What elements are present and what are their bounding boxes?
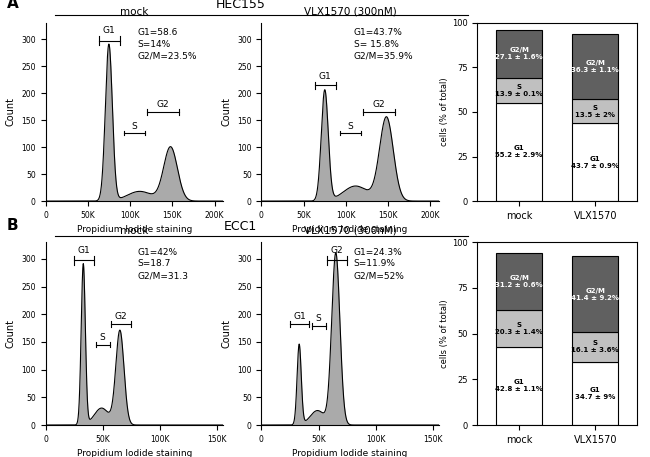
Y-axis label: cells (% of total): cells (% of total) — [440, 299, 449, 368]
Title: VLX1570 (300nM): VLX1570 (300nM) — [304, 226, 396, 236]
Text: G1
34.7 ± 9%: G1 34.7 ± 9% — [575, 387, 616, 400]
Text: G1=58.6
S=14%
G2/M=23.5%: G1=58.6 S=14% G2/M=23.5% — [138, 28, 197, 61]
X-axis label: Propidium Iodide staining: Propidium Iodide staining — [292, 225, 408, 234]
Text: S
16.1 ± 3.6%: S 16.1 ± 3.6% — [571, 340, 619, 353]
Bar — [497, 347, 542, 425]
Text: G1: G1 — [293, 312, 306, 321]
Text: S: S — [316, 314, 322, 323]
Y-axis label: Count: Count — [222, 97, 231, 127]
Text: G2/M
31.2 ± 0.6%: G2/M 31.2 ± 0.6% — [495, 275, 543, 287]
Text: ECC1: ECC1 — [224, 220, 257, 233]
Bar — [573, 99, 618, 123]
X-axis label: Propidium Iodide staining: Propidium Iodide staining — [77, 225, 192, 234]
Text: G1: G1 — [103, 26, 116, 35]
Text: HEC155: HEC155 — [216, 0, 265, 11]
Text: G2/M
27.1 ± 1.6%: G2/M 27.1 ± 1.6% — [495, 47, 543, 60]
Bar — [497, 103, 542, 201]
Bar — [573, 361, 618, 425]
Bar — [573, 256, 618, 332]
X-axis label: Propidium Iodide staining: Propidium Iodide staining — [292, 449, 408, 457]
Title: mock: mock — [120, 226, 148, 236]
Y-axis label: Count: Count — [6, 319, 16, 348]
Text: G2/M
41.4 ± 9.2%: G2/M 41.4 ± 9.2% — [571, 288, 619, 301]
Text: G1
42.8 ± 1.1%: G1 42.8 ± 1.1% — [495, 379, 543, 393]
Text: G1: G1 — [318, 72, 332, 81]
Text: S
13.9 ± 0.1%: S 13.9 ± 0.1% — [495, 84, 543, 97]
Text: G1
43.7 ± 0.9%: G1 43.7 ± 0.9% — [571, 156, 619, 169]
Title: VLX1570 (300nM): VLX1570 (300nM) — [304, 6, 396, 16]
Y-axis label: Count: Count — [6, 97, 16, 127]
Text: S: S — [100, 333, 105, 342]
Text: G2: G2 — [157, 100, 169, 109]
Text: S
13.5 ± 2%: S 13.5 ± 2% — [575, 105, 615, 117]
Text: G1=43.7%
S= 15.8%
G2/M=35.9%: G1=43.7% S= 15.8% G2/M=35.9% — [354, 28, 413, 61]
Text: G2/M
36.3 ± 1.1%: G2/M 36.3 ± 1.1% — [571, 60, 619, 73]
Text: G2: G2 — [115, 312, 127, 321]
Text: G1: G1 — [77, 245, 90, 255]
Text: G2: G2 — [372, 100, 385, 109]
Text: G1=24.3%
S=11.9%
G2/M=52%: G1=24.3% S=11.9% G2/M=52% — [354, 248, 404, 280]
X-axis label: Propidium Iodide staining: Propidium Iodide staining — [77, 449, 192, 457]
Text: B: B — [6, 218, 18, 233]
Text: S: S — [348, 122, 354, 131]
Text: G2: G2 — [331, 245, 343, 255]
Bar — [497, 253, 542, 310]
Bar — [573, 332, 618, 361]
Y-axis label: cells (% of total): cells (% of total) — [440, 78, 449, 146]
Title: mock: mock — [120, 6, 148, 16]
Bar — [573, 123, 618, 201]
Text: G1
55.2 ± 2.9%: G1 55.2 ± 2.9% — [495, 145, 543, 159]
Bar — [497, 30, 542, 78]
Bar — [497, 310, 542, 347]
Text: S: S — [132, 122, 138, 131]
Text: A: A — [6, 0, 18, 11]
Text: G1=42%
S=18.7
G2/M=31.3: G1=42% S=18.7 G2/M=31.3 — [138, 248, 188, 280]
Y-axis label: Count: Count — [222, 319, 231, 348]
Bar — [497, 78, 542, 103]
Text: S
20.3 ± 1.4%: S 20.3 ± 1.4% — [495, 322, 543, 335]
Bar — [573, 34, 618, 99]
